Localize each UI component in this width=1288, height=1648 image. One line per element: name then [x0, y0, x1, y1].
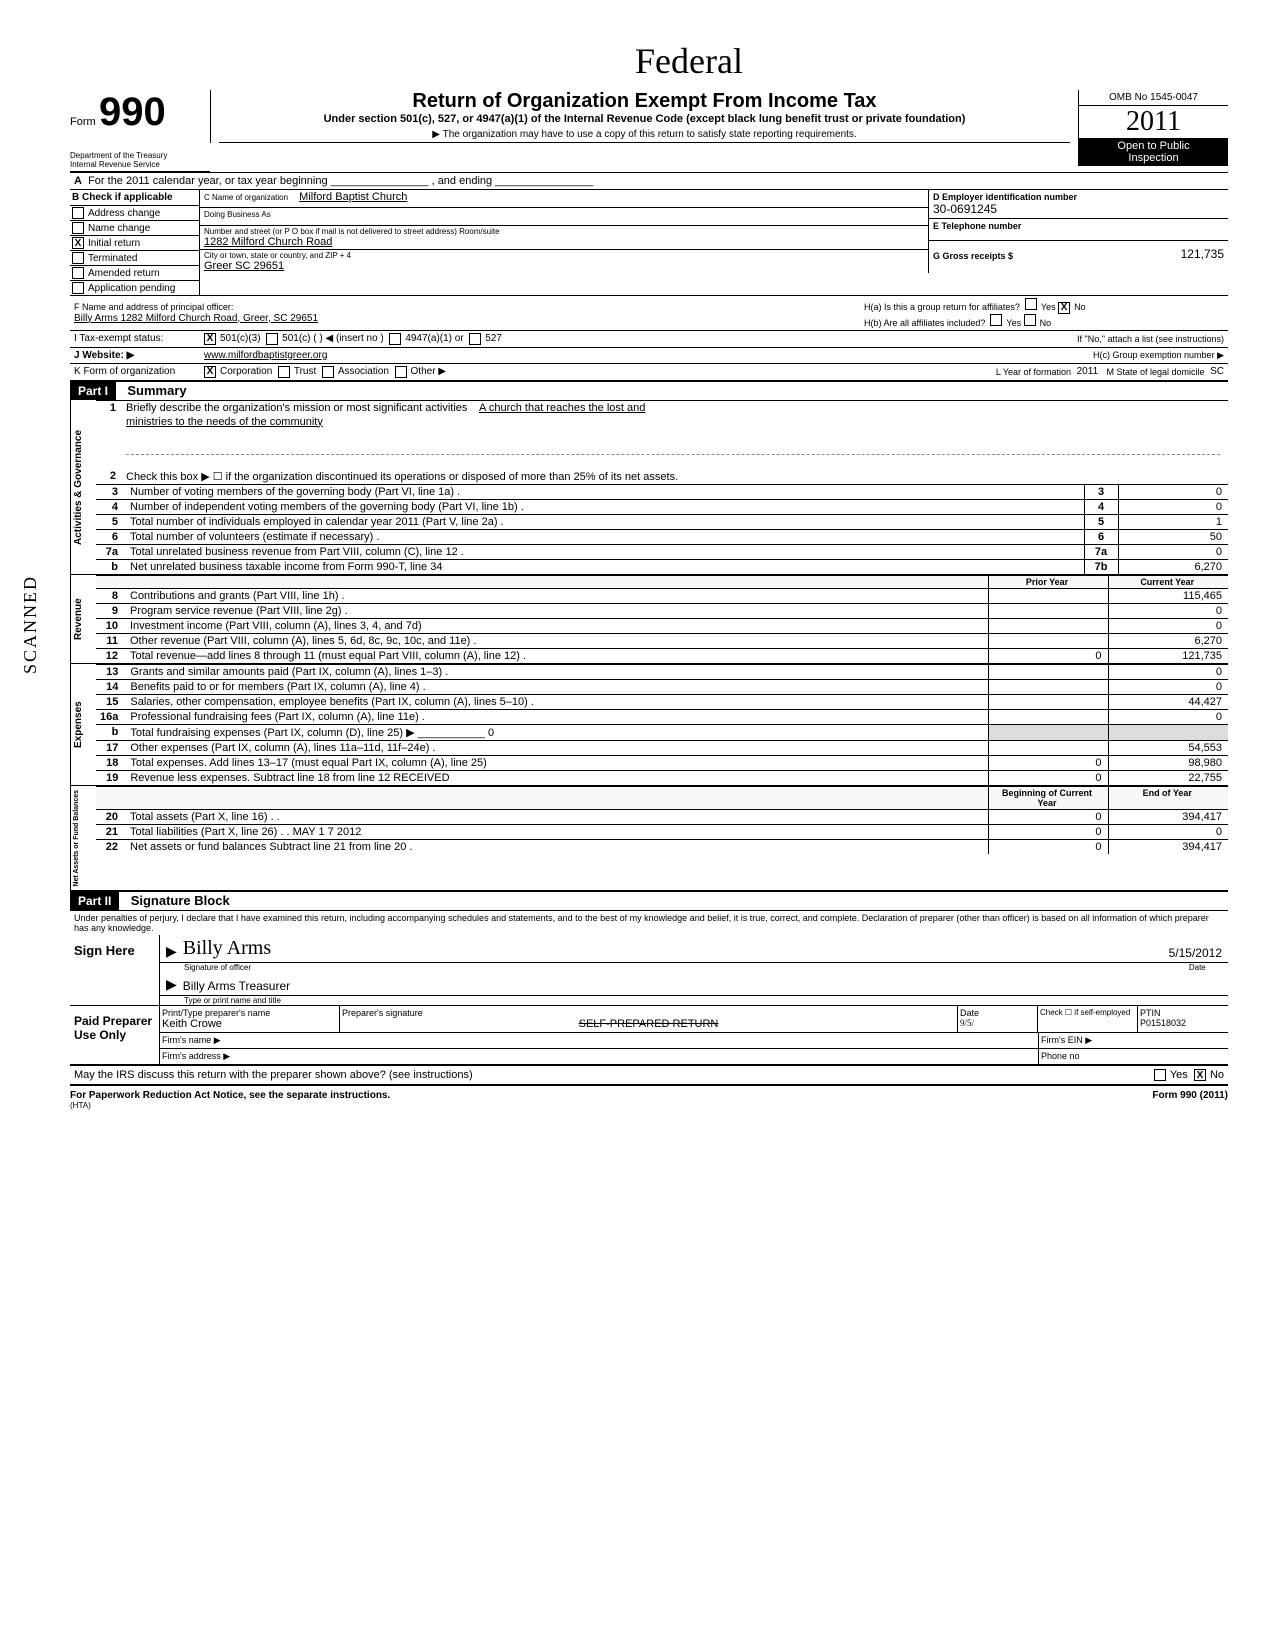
chk-discuss-yes[interactable]: [1154, 1069, 1166, 1081]
chk-trust[interactable]: [278, 366, 290, 378]
netassets-table: Beginning of Current YearEnd of Year 20T…: [96, 786, 1228, 854]
governance-table: 3Number of voting members of the governi…: [96, 484, 1228, 574]
chk-terminated[interactable]: Terminated: [70, 250, 199, 265]
row-j: J Website: ▶ www.milfordbaptistgreer.org…: [70, 347, 1228, 363]
handwritten-heading: Federal: [150, 40, 1228, 82]
revenue-table: Prior YearCurrent Year 8Contributions an…: [96, 575, 1228, 663]
chk-527[interactable]: [469, 333, 481, 345]
row-a: A For the 2011 calendar year, or tax yea…: [70, 172, 1228, 189]
chk-initial-return[interactable]: XInitial return: [70, 235, 199, 250]
side-expenses: Expenses: [70, 664, 96, 785]
ein-row: D Employer identification number 30-0691…: [929, 190, 1228, 219]
part-ii: Part II Signature Block: [70, 892, 1228, 910]
info-grid: B Check if applicable Address change Nam…: [70, 189, 1228, 295]
form-header: Form 990 Department of the Treasury Inte…: [70, 90, 1228, 172]
perjury-text: Under penalties of perjury, I declare th…: [70, 910, 1228, 935]
chk-address-change[interactable]: Address change: [70, 205, 199, 220]
chk-discuss-no[interactable]: X: [1194, 1069, 1206, 1081]
chk-other[interactable]: [395, 366, 407, 378]
chk-501c[interactable]: [266, 333, 278, 345]
footer: For Paperwork Reduction Act Notice, see …: [70, 1090, 1228, 1101]
city-row: City or town, state or country, and ZIP …: [200, 250, 928, 273]
hta: (HTA): [70, 1101, 1228, 1110]
gross-receipts: G Gross receipts $ 121,735: [929, 241, 1228, 263]
chk-4947[interactable]: [389, 333, 401, 345]
chk-assoc[interactable]: [322, 366, 334, 378]
row-i: I Tax-exempt status: X501(c)(3) 501(c) (…: [70, 330, 1228, 347]
side-governance: Activities & Governance: [70, 400, 96, 574]
discuss-row: May the IRS discuss this return with the…: [70, 1065, 1228, 1086]
sign-here-block: Sign Here ▶ Billy Arms 5/15/2012 Signatu…: [70, 935, 1228, 1006]
chk-501c3[interactable]: X: [204, 333, 216, 345]
dba-row: Doing Business As: [200, 208, 928, 226]
chk-name-change[interactable]: Name change: [70, 220, 199, 235]
chk-amended[interactable]: Amended return: [70, 265, 199, 280]
row-k: K Form of organization XCorporation Trus…: [70, 363, 1228, 382]
org-name-row: C Name of organization Milford Baptist C…: [200, 190, 928, 208]
row-f-h: F Name and address of principal officer:…: [70, 295, 1228, 330]
main-title: Return of Organization Exempt From Incom…: [219, 90, 1070, 113]
omb-number: OMB No 1545-0047: [1079, 90, 1228, 106]
open-public: Open to PublicInspection: [1079, 138, 1228, 166]
tax-year: 2011: [1079, 106, 1228, 138]
section-b: B Check if applicable Address change Nam…: [70, 190, 200, 295]
expenses-table: 13Grants and similar amounts paid (Part …: [96, 664, 1228, 785]
form-label: Form: [70, 116, 96, 128]
dept-treasury: Department of the Treasury Internal Reve…: [70, 151, 210, 172]
side-netassets: Net Assets or Fund Balances: [70, 786, 96, 891]
chk-app-pending[interactable]: Application pending: [70, 280, 199, 295]
chk-corp[interactable]: X: [204, 366, 216, 378]
subtitle: Under section 501(c), 527, or 4947(a)(1)…: [219, 113, 1070, 125]
header-note: ▶ The organization may have to use a cop…: [219, 129, 1070, 143]
side-revenue: Revenue: [70, 575, 96, 663]
paid-preparer-block: Paid Preparer Use Only Print/Type prepar…: [70, 1006, 1228, 1065]
form-number: 990: [99, 90, 166, 134]
phone-row: E Telephone number: [929, 219, 1228, 241]
part-i: Part I Summary: [70, 382, 1228, 400]
addr-row: Number and street (or P O box if mail is…: [200, 226, 928, 250]
scanned-stamp: SCANNED: [20, 575, 41, 674]
